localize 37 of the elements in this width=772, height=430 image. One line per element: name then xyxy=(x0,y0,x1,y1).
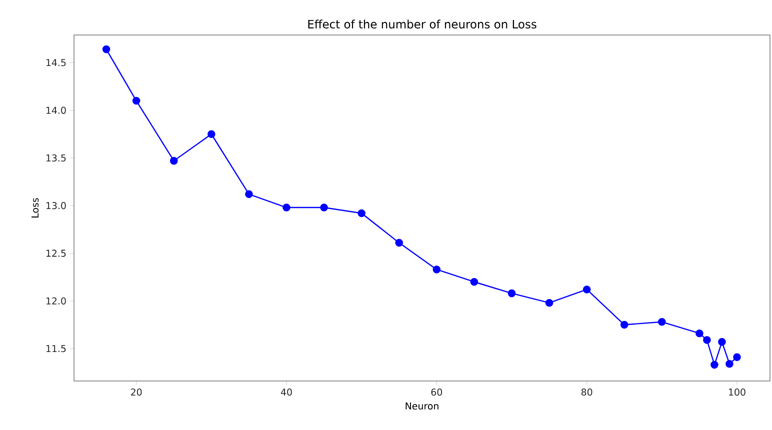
x-tick-label: 40 xyxy=(280,388,292,396)
point xyxy=(703,336,711,344)
point xyxy=(245,190,253,198)
y-tick-label: 13.0 xyxy=(46,202,66,210)
point xyxy=(320,204,328,212)
point xyxy=(710,360,718,369)
point xyxy=(170,156,178,165)
y-axis-title: Loss xyxy=(32,198,39,218)
point xyxy=(508,289,516,298)
chart-title: Effect of the number of neurons on Loss xyxy=(308,20,536,28)
point xyxy=(582,286,591,294)
y-tick-label: 13.5 xyxy=(46,154,66,162)
point xyxy=(208,130,216,138)
y-tick-label: 12.0 xyxy=(46,297,66,305)
point xyxy=(726,360,734,368)
point xyxy=(470,278,478,286)
point xyxy=(718,338,726,346)
y-tick-label: 14.5 xyxy=(46,59,66,66)
point xyxy=(282,204,290,212)
point xyxy=(358,209,366,218)
x-tick-label: 60 xyxy=(431,388,442,396)
point xyxy=(545,298,554,307)
y-tick-label: 11.5 xyxy=(46,345,66,352)
point xyxy=(102,45,110,54)
y-tick-label: 14.0 xyxy=(46,106,66,114)
point xyxy=(696,329,704,338)
point xyxy=(395,238,404,247)
point xyxy=(432,266,441,274)
point xyxy=(620,320,628,329)
point xyxy=(658,318,666,326)
point xyxy=(132,96,140,105)
x-axis-title: Neuron xyxy=(406,402,438,410)
x-tick-label: 80 xyxy=(581,388,592,396)
x-tick-label: 100 xyxy=(728,388,746,396)
point xyxy=(733,353,741,362)
x-tick-label: 20 xyxy=(130,388,142,396)
y-tick-label: 12.5 xyxy=(46,250,66,257)
